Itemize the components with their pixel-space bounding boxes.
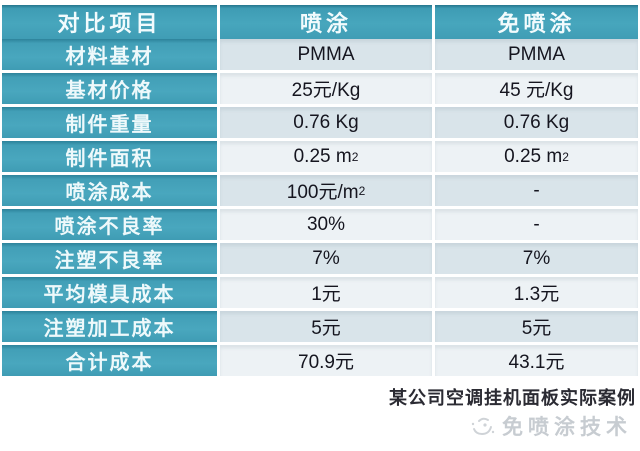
row-label-molding-process-cost: 注塑加工成本 <box>2 311 217 342</box>
value-sprayfree-processcost: 5元 <box>435 311 638 342</box>
value-sprayfree-material: PMMA <box>435 39 638 70</box>
value-sprayfree-weight: 0.76 Kg <box>435 107 638 138</box>
header-spray-label: 喷涂 <box>299 11 352 36</box>
value-sprayfree-spraycost: - <box>435 175 638 206</box>
value-spray-defectrate: 30% <box>220 209 432 240</box>
value-spray-moldingdefect: 7% <box>220 243 432 274</box>
value-sprayfree-moldingdefect: 7% <box>435 243 638 274</box>
header-spray-free-label: 免喷涂 <box>497 11 576 36</box>
value-sprayfree-moldcost: 1.3元 <box>435 277 638 308</box>
value-spray-spraycost: 100元/m 2 <box>220 175 432 206</box>
comparison-table: 对比项目 喷涂 免喷涂 材料基材 PMMA PMMA 基材价格 25元/Kg 4… <box>2 5 638 376</box>
value-spray-weight: 0.76 Kg <box>220 107 432 138</box>
watermark-text: 免喷涂技术 <box>502 415 632 439</box>
header-spray: 喷涂 <box>220 5 432 39</box>
header-spray-free: 免喷涂 <box>435 5 638 39</box>
case-caption: 某公司空调挂机面板实际案例 <box>389 388 636 408</box>
watermark: 免喷涂技术 <box>470 411 632 441</box>
value-spray-material: PMMA <box>220 39 432 70</box>
value-spray-moldcost: 1元 <box>220 277 432 308</box>
row-label-average-mold-cost: 平均模具成本 <box>2 277 217 308</box>
row-label-part-weight: 制件重量 <box>2 107 217 138</box>
value-sprayfree-totalcost: 43.1元 <box>435 345 638 376</box>
value-sprayfree-defectrate: - <box>435 209 638 240</box>
row-label-material-substrate: 材料基材 <box>2 39 217 70</box>
header-compare-item-label: 对比项目 <box>57 11 162 36</box>
row-label-spray-defect-rate: 喷涂不良率 <box>2 209 217 240</box>
row-label-part-area: 制件面积 <box>2 141 217 172</box>
value-spray-processcost: 5元 <box>220 311 432 342</box>
row-label-total-cost: 合计成本 <box>2 345 217 376</box>
row-label-molding-defect-rate: 注塑不良率 <box>2 243 217 274</box>
header-compare-item: 对比项目 <box>2 5 217 39</box>
value-spray-price: 25元/Kg <box>220 73 432 104</box>
row-label-substrate-price: 基材价格 <box>2 73 217 104</box>
swirl-face-logo-icon <box>471 417 495 436</box>
row-label-spray-cost: 喷涂成本 <box>2 175 217 206</box>
value-sprayfree-price: 45 元/Kg <box>435 73 638 104</box>
value-spray-totalcost: 70.9元 <box>220 345 432 376</box>
